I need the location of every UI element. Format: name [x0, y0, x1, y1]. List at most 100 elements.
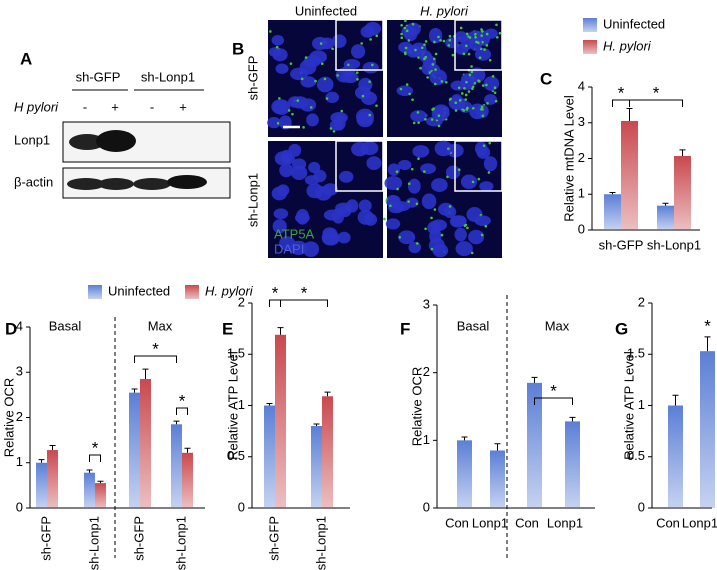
- legend-label: Uninfected: [108, 283, 170, 298]
- y-tick-label: 1: [238, 397, 245, 412]
- mito: [473, 81, 477, 85]
- x-tick-label: Lonp1: [472, 515, 508, 530]
- y-tick-label: 2: [16, 409, 23, 424]
- mito: [482, 144, 486, 147]
- mito: [417, 121, 420, 124]
- bar: [565, 421, 580, 508]
- mito: [424, 40, 428, 43]
- mito: [375, 104, 378, 107]
- mito: [493, 86, 497, 90]
- nucleus: [355, 108, 374, 125]
- bar: [129, 392, 140, 508]
- bracket: [629, 99, 683, 107]
- error-bar: [131, 388, 138, 393]
- mito: [480, 34, 483, 37]
- x-tick-label: sh-Lonp1: [647, 237, 701, 252]
- nucleus: [407, 178, 421, 194]
- y-tick-label: 2: [423, 364, 430, 379]
- nucleus: [445, 165, 461, 180]
- mito: [433, 82, 437, 86]
- legend-label: H. pylori: [205, 283, 254, 298]
- nucleus: [398, 159, 412, 171]
- significance: *: [301, 283, 308, 302]
- band-label: β-actin: [14, 174, 53, 189]
- mito: [454, 101, 458, 105]
- mito: [440, 80, 444, 83]
- mito: [396, 187, 399, 191]
- mito: [275, 45, 279, 49]
- mito: [383, 217, 386, 221]
- error-bar: [184, 447, 191, 453]
- error-bar: [313, 423, 320, 426]
- mito: [462, 109, 465, 112]
- mito: [424, 117, 427, 121]
- band: [98, 178, 134, 190]
- nucleus: [364, 213, 378, 226]
- mito: [371, 63, 374, 67]
- mito: [481, 30, 484, 33]
- bar: [140, 379, 151, 508]
- significance: *: [704, 316, 711, 335]
- band: [167, 175, 207, 189]
- bar: [674, 155, 691, 230]
- nucleus: [421, 193, 437, 210]
- bar: [604, 194, 621, 230]
- nucleus: [429, 69, 447, 86]
- nucleus: [366, 156, 382, 170]
- bar: [657, 205, 674, 230]
- nucleus: [469, 36, 482, 52]
- nucleus: [343, 58, 361, 70]
- bar: [668, 405, 683, 508]
- nucleus: [306, 183, 324, 199]
- mito: [465, 80, 468, 84]
- sign: -: [150, 99, 154, 114]
- bracket: [134, 355, 177, 363]
- bar: [95, 483, 106, 508]
- column-label: sh-GFP: [76, 69, 121, 84]
- group-label: Max: [148, 318, 173, 333]
- mito: [331, 47, 334, 51]
- mito: [493, 91, 497, 95]
- nucleus: [273, 208, 289, 220]
- mito: [467, 52, 471, 56]
- bracket: [534, 397, 573, 405]
- mito: [433, 208, 437, 211]
- nucleus: [386, 195, 400, 209]
- error-bar: [494, 443, 501, 451]
- inset: [335, 19, 384, 71]
- mito: [431, 63, 435, 66]
- legend-label: H. pylori: [603, 38, 652, 53]
- y-axis-label: Relative mtDNA Level: [561, 95, 576, 222]
- error-bar: [531, 376, 538, 383]
- mito: [485, 32, 489, 36]
- mito: [498, 31, 502, 35]
- nucleus: [475, 104, 489, 119]
- nucleus: [412, 145, 430, 158]
- nucleus: [313, 169, 327, 183]
- nucleus: [410, 110, 428, 122]
- y-tick-label: 0: [423, 499, 430, 514]
- error-bar: [97, 480, 104, 484]
- mito: [329, 127, 333, 130]
- mito: [449, 97, 452, 101]
- y-tick-label: 1.5: [627, 346, 645, 361]
- y-tick-label: 1: [16, 454, 23, 469]
- group-label: Basal: [49, 318, 82, 333]
- bar: [275, 334, 286, 508]
- mito: [368, 80, 371, 84]
- mito: [395, 170, 399, 174]
- mito: [355, 71, 359, 74]
- x-tick-label: sh-GFP: [266, 516, 281, 561]
- mito: [430, 118, 434, 121]
- y-tick-label: 2: [238, 294, 245, 309]
- mito: [415, 202, 419, 206]
- mito: [447, 147, 450, 150]
- group-label: Basal: [457, 318, 490, 333]
- nucleus: [337, 231, 351, 244]
- sign: +: [179, 99, 187, 114]
- nucleus: [428, 27, 443, 44]
- nucleus: [454, 227, 467, 242]
- nucleus: [384, 176, 403, 191]
- nucleus: [272, 219, 287, 234]
- mito: [464, 93, 468, 97]
